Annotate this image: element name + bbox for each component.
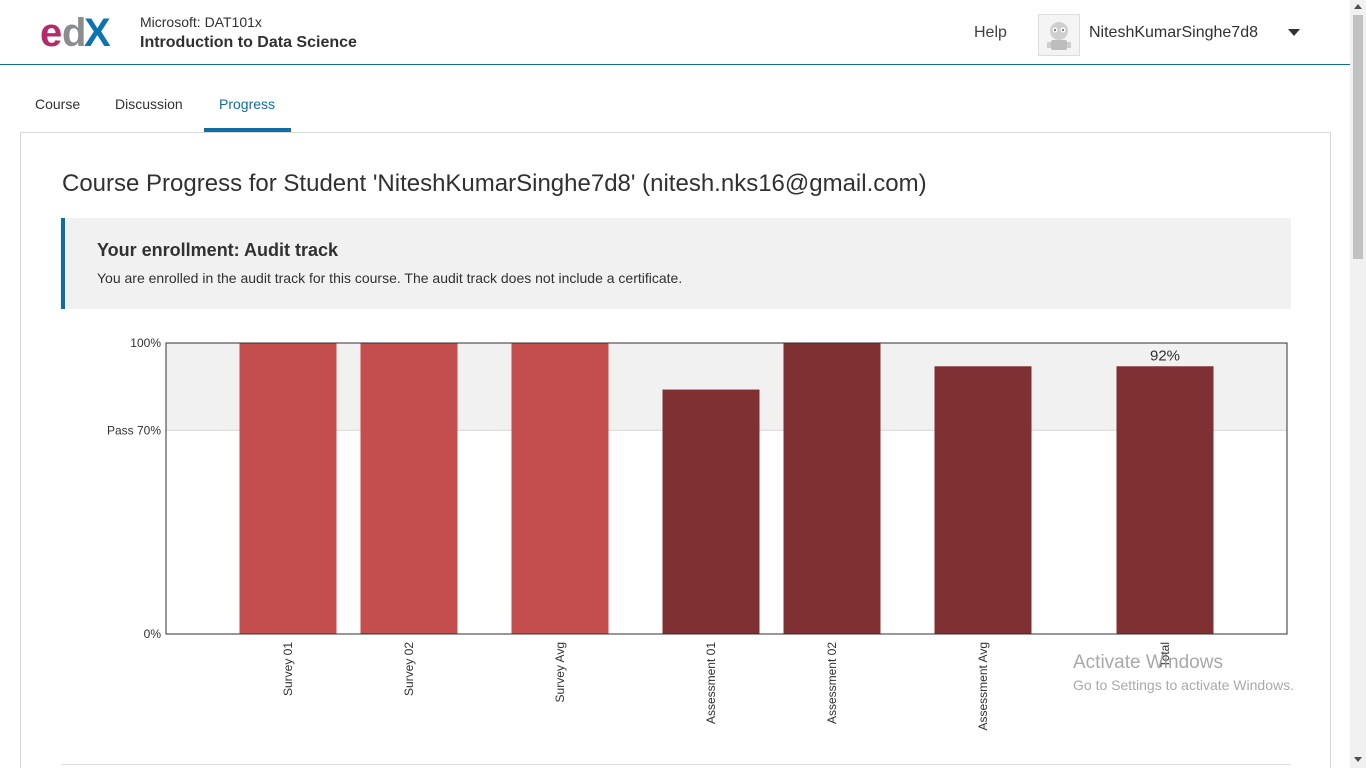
progress-chart: Survey 01 Survey 02 Survey Avg Assessment 0… — [107, 336, 1288, 731]
course-name: Introduction to Data Science — [140, 34, 357, 51]
bar-survey-avg[interactable] — [511, 343, 609, 634]
vertical-scrollbar[interactable] — [1350, 0, 1366, 768]
enrollment-text: You are enrolled in the audit track for … — [97, 270, 683, 286]
tab-course[interactable]: Course — [35, 96, 81, 112]
y-tick-label: 0% — [144, 627, 162, 641]
bar-assessment-02[interactable] — [783, 343, 881, 634]
site-header: e d X Microsoft: DAT101x Introduction to… — [0, 0, 1350, 65]
robot-avatar-icon — [1047, 22, 1071, 50]
tab-progress[interactable]: Progress — [219, 96, 276, 112]
bar-survey-01[interactable] — [239, 343, 337, 634]
activate-windows-title: Activate Windows — [1073, 652, 1223, 673]
x-tick-label: Assessment 01 — [704, 642, 718, 724]
bar-survey-02[interactable] — [360, 343, 458, 634]
tab-discussion[interactable]: Discussion — [115, 96, 183, 112]
x-tick-label: Assessment 02 — [825, 642, 839, 724]
section-divider — [61, 764, 1291, 765]
x-tick-label: Total — [1158, 642, 1172, 667]
plot-frame — [165, 342, 1288, 635]
enrollment-message: Your enrollment: Audit track You are enr… — [61, 218, 1291, 309]
user-avatar[interactable] — [1038, 14, 1080, 56]
help-link[interactable]: Help — [974, 24, 1007, 41]
bar-assessment-01[interactable] — [662, 389, 760, 634]
progress-panel: Course Progress for Student 'NiteshKumar… — [20, 132, 1331, 768]
active-tab-indicator — [204, 128, 291, 132]
course-org: Microsoft: DAT101x — [140, 14, 262, 30]
page-title: Course Progress for Student 'NiteshKumar… — [62, 170, 927, 197]
svg-text:X: X — [84, 12, 111, 54]
enrollment-title: Your enrollment: Audit track — [97, 240, 339, 260]
username[interactable]: NiteshKumarSinghe7d8 — [1089, 24, 1258, 41]
svg-text:d: d — [62, 12, 86, 54]
x-tick-label: Survey Avg — [553, 642, 567, 702]
scroll-down-icon[interactable] — [1354, 757, 1362, 762]
y-tick-label: 100% — [130, 336, 161, 350]
activate-windows-text: Go to Settings to activate Windows. — [1073, 677, 1294, 693]
bar-total[interactable] — [1116, 366, 1214, 634]
svg-text:e: e — [40, 12, 62, 54]
x-tick-label: Survey 01 — [281, 642, 295, 696]
data-label: 92% — [1150, 347, 1180, 364]
scroll-up-icon[interactable] — [1354, 4, 1362, 9]
x-tick-label: Assessment Avg — [976, 642, 990, 731]
chevron-down-icon[interactable] — [1288, 29, 1300, 36]
x-tick-label: Survey 02 — [402, 642, 416, 696]
y-tick-label: Pass 70% — [107, 423, 161, 437]
edx-logo[interactable]: e d X — [40, 12, 120, 54]
bar-assessment-avg[interactable] — [934, 366, 1032, 634]
scroll-thumb[interactable] — [1353, 15, 1363, 259]
